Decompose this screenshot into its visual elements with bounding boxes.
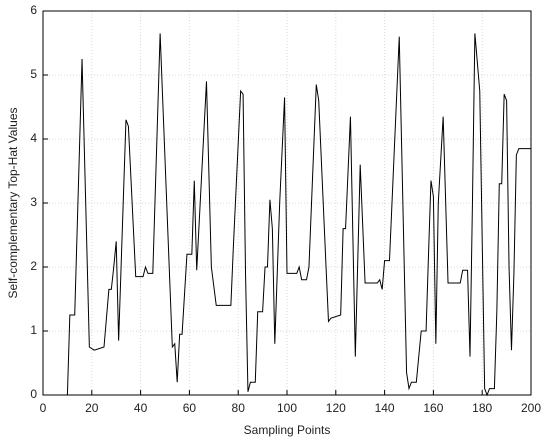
- x-tick-label: 100: [277, 401, 297, 415]
- x-tick-label: 180: [472, 401, 492, 415]
- y-tick-label: 3: [30, 195, 37, 209]
- x-axis-label: Sampling Points: [244, 423, 331, 437]
- y-axis-label: Self-complementary Top-Hat Values: [6, 108, 20, 299]
- x-tick-label: 140: [375, 401, 395, 415]
- y-tick-label: 1: [30, 323, 37, 337]
- x-tick-label: 20: [85, 401, 99, 415]
- x-tick-label: 160: [423, 401, 443, 415]
- y-tick-label: 5: [30, 67, 37, 81]
- y-tick-label: 0: [30, 387, 37, 401]
- x-tick-label: 40: [134, 401, 148, 415]
- x-tick-label: 80: [232, 401, 246, 415]
- plot-frame: [42, 10, 532, 396]
- x-tick-label: 200: [521, 401, 541, 415]
- x-tick-label: 120: [326, 401, 346, 415]
- x-tick-label: 0: [40, 401, 47, 415]
- y-tick-label: 6: [30, 3, 37, 17]
- data-line: [66, 33, 531, 397]
- x-tick-label: 60: [183, 401, 197, 415]
- y-tick-label: 2: [30, 259, 37, 273]
- y-tick-label: 4: [30, 131, 37, 145]
